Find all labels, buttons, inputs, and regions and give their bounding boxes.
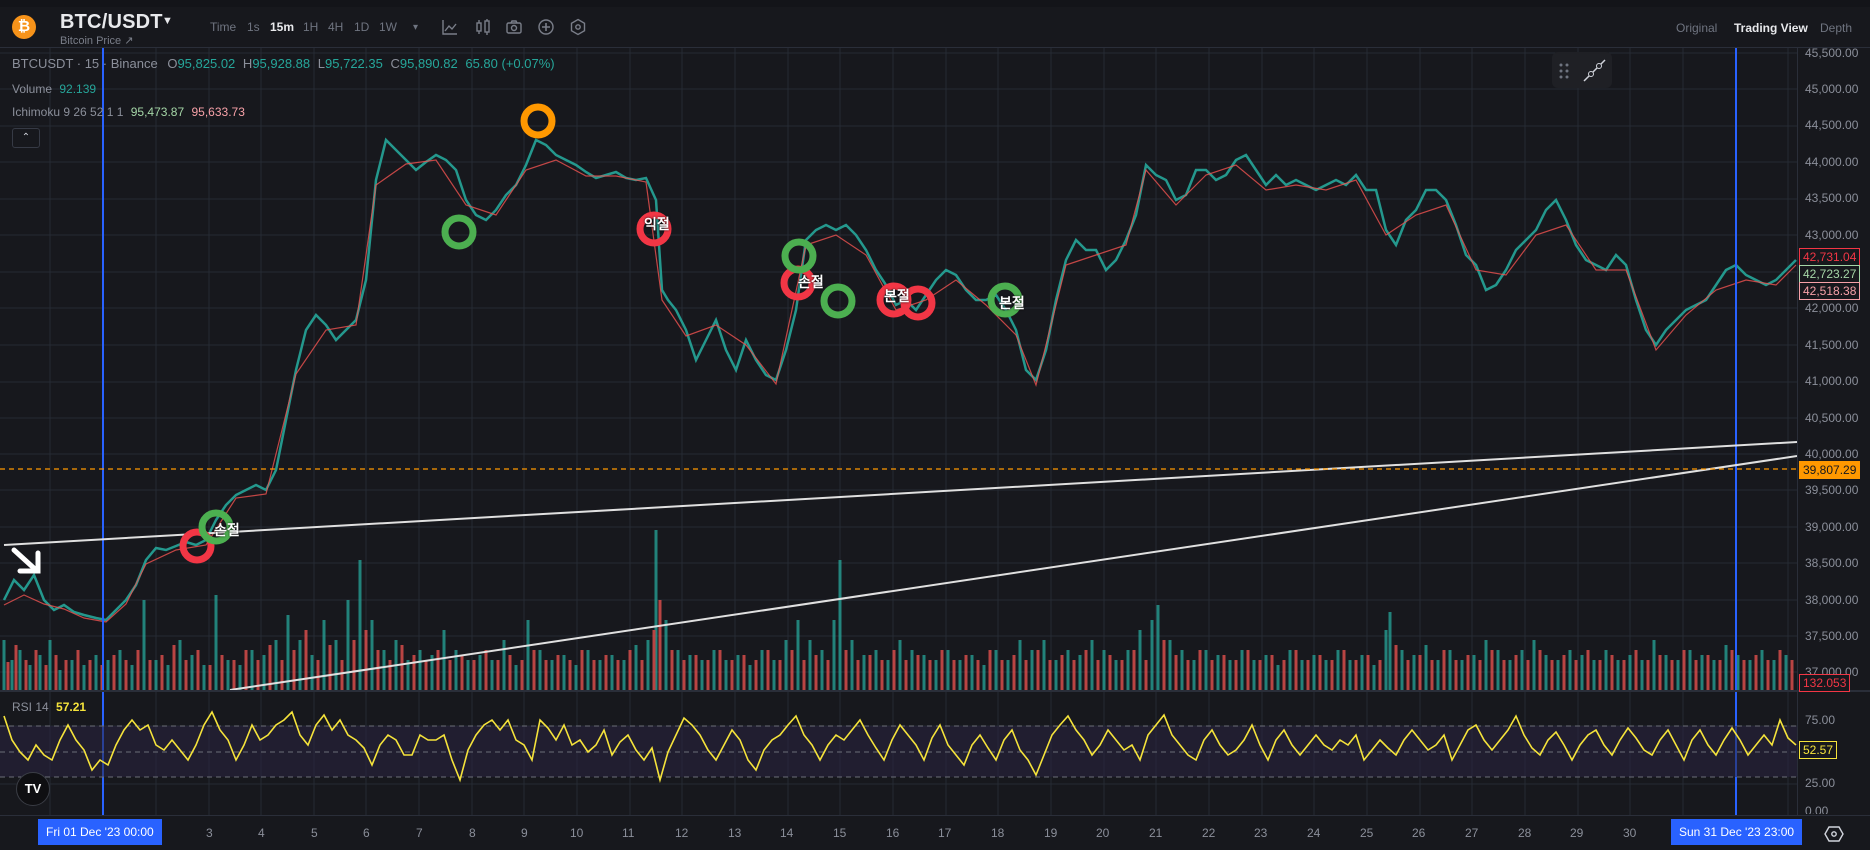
volume-value: 92.139 [59,82,97,96]
volume-legend[interactable]: Volume 92.139 [12,82,97,96]
ohlc-legend: BTCUSDT · 15 · Binance O95,825.02 H95,92… [12,56,555,71]
tf-1h[interactable]: 1H [303,20,319,34]
price-label: 43,500.00 [1805,191,1859,205]
legend-high: 95,928.88 [252,56,311,71]
price-label: 41,500.00 [1805,338,1859,352]
settings-icon[interactable] [568,17,588,37]
rsi-axis-label: 25.00 [1805,776,1836,790]
price-label: 45,000.00 [1805,82,1859,96]
chart-header: ₿ BTC/USDT ▼ Bitcoin Price ↗ Time 1s 15m… [0,7,1870,48]
price-label: 38,000.00 [1805,593,1859,607]
camera-icon[interactable] [504,17,524,37]
price-label: 39,000.00 [1805,520,1859,534]
ichimoku-value-b: 95,633.73 [191,105,245,119]
timeframe-more-caret-icon[interactable]: ▾ [413,22,419,33]
drag-handle-icon[interactable] [1552,52,1612,88]
marker-label: 손절 [214,522,240,538]
add-icon[interactable] [536,17,556,37]
ichimoku-value-a: 95,473.87 [130,105,185,119]
drawing-toolbar[interactable] [1552,52,1612,88]
price-series [2,137,1797,622]
rsi-axis-label: 75.00 [1805,713,1836,727]
volume-bars [2,530,1794,690]
volume-tag: 132.053 [1799,674,1851,692]
view-trading-view[interactable]: Trading View [1734,21,1808,35]
bitcoin-price-link[interactable]: Bitcoin Price ↗ [60,35,134,47]
trade-markers [179,103,1023,564]
price-label: 43,000.00 [1805,228,1859,242]
price-axis[interactable] [1797,48,1870,815]
grid-lines [0,48,1797,815]
price-tag-horizontal-level: 39,807.29 [1799,461,1861,479]
arrow-annotation-icon [11,547,41,574]
candle-type-icon[interactable] [473,17,493,37]
trendline-lower [229,455,1797,691]
tf-1w[interactable]: 1W [379,20,397,34]
price-label: 37,500.00 [1805,629,1859,643]
legend-low: 95,722.35 [325,56,383,71]
tf-4h[interactable]: 4H [328,20,344,34]
tf-time[interactable]: Time [210,20,237,34]
price-label: 41,000.00 [1805,374,1859,388]
view-depth[interactable]: Depth [1820,21,1853,35]
price-chart-canvas[interactable] [0,48,1797,815]
legend-open: 95,825.02 [177,56,236,71]
time-badge-start: Fri 01 Dec '23 00:00 [38,819,162,845]
price-label: 39,500.00 [1805,483,1859,497]
price-label: 44,500.00 [1805,118,1859,132]
tradingview-logo[interactable]: TV [16,772,50,806]
pane-separator[interactable] [0,690,1870,692]
trendline-upper [3,441,1797,546]
marker-label: 손절 [798,274,824,290]
indicators-icon[interactable] [440,17,460,37]
price-label: 40,000.00 [1805,447,1859,461]
tf-1s[interactable]: 1s [247,20,260,34]
symbol-dropdown-caret-icon[interactable]: ▼ [162,15,173,27]
rsi-value: 57.21 [56,700,87,714]
rsi-current-tag: 52.57 [1799,741,1838,759]
price-tag-ichimoku-a: 42,723.27 [1799,265,1861,283]
chart-settings-icon[interactable] [1824,824,1844,844]
legend-change: 65.80 (+0.07%) [465,56,555,71]
marker-label: 본절 [999,295,1025,311]
symbol-title[interactable]: BTC/USDT [60,11,163,33]
rsi-legend[interactable]: RSI 14 57.21 [12,700,87,714]
marker-label: 본절 [884,288,910,304]
tf-15m[interactable]: 15m [270,20,295,34]
price-label: 42,000.00 [1805,301,1859,315]
rsi-axis-label: 0.00 [1805,804,1829,814]
time-badge-end: Sun 31 Dec '23 23:00 [1671,819,1803,845]
tf-1d[interactable]: 1D [354,20,370,34]
ichimoku-legend[interactable]: Ichimoku 9 26 52 1 1 95,473.87 95,633.73 [12,105,245,119]
price-tag-ichimoku-b: 42,518.38 [1799,282,1861,300]
collapse-legend-button[interactable]: ⌃ [12,128,40,148]
marker-label: 익절 [644,216,670,232]
price-tag-last: 42,731.04 [1799,248,1861,266]
time-axis[interactable]: Fri 01 Dec '23 00:00 3 4 5 6 7 8 9 10 11… [0,815,1870,850]
legend-close: 95,890.82 [399,56,458,71]
price-label: 38,500.00 [1805,556,1859,570]
trendline-tool-icon [1583,59,1606,82]
rsi-line [3,710,1797,784]
price-label: 44,000.00 [1805,155,1859,169]
price-label: 40,500.00 [1805,411,1859,425]
legend-symbol: BTCUSDT · 15 · Binance [12,56,158,71]
view-original[interactable]: Original [1676,21,1718,35]
bitcoin-logo-icon: ₿ [12,15,36,39]
price-label: 45,500.00 [1805,46,1859,60]
